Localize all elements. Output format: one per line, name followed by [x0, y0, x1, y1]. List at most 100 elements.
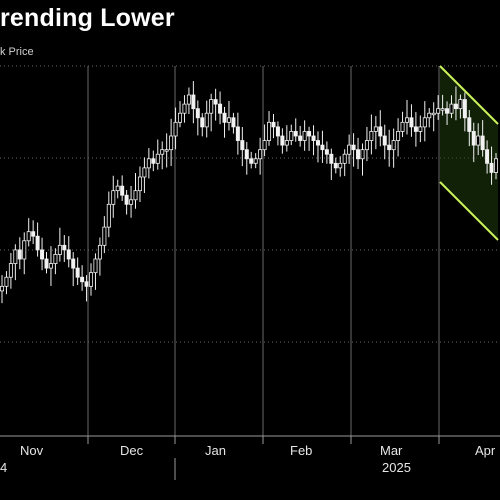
candle-body [476, 135, 481, 146]
candle [57, 227, 62, 262]
candle [151, 150, 156, 172]
candle [364, 126, 369, 162]
candle [351, 133, 356, 167]
candle-body [48, 263, 53, 269]
candle-body [84, 281, 89, 287]
candle [480, 120, 485, 157]
candle [453, 86, 458, 121]
candle [298, 125, 303, 147]
candle-body [186, 94, 191, 105]
candle-body [8, 263, 13, 278]
candle [311, 125, 316, 156]
candle [262, 124, 267, 157]
candle-body [462, 99, 467, 119]
candle-body [436, 108, 441, 114]
candle [62, 235, 67, 262]
candle-body [293, 131, 298, 137]
candle [213, 88, 218, 121]
candle [400, 111, 405, 138]
candle [315, 131, 320, 163]
candle [471, 122, 476, 163]
candle [485, 140, 490, 174]
candle [404, 99, 409, 135]
candle-body [213, 99, 218, 105]
candle-body [57, 244, 62, 255]
channel-fill [440, 66, 498, 240]
x-tick-label: Feb [290, 443, 312, 458]
candle [97, 237, 102, 276]
candle-body [146, 158, 151, 169]
candle-body [413, 126, 418, 132]
candle [0, 275, 4, 304]
candle [387, 129, 392, 167]
candle [48, 246, 53, 286]
grid-lines [0, 65, 500, 436]
candle [467, 110, 472, 147]
candle [178, 101, 183, 128]
candle [209, 93, 214, 132]
year-label: 4 [0, 460, 7, 475]
candle-body [307, 131, 312, 137]
candle [89, 263, 94, 296]
candle-body [387, 144, 392, 151]
candle-body [351, 144, 356, 151]
candle [31, 220, 36, 244]
candle [93, 253, 98, 290]
candle-body [404, 117, 409, 123]
candle [324, 141, 329, 164]
candle-body [235, 126, 240, 141]
candle [431, 102, 436, 132]
candle [146, 148, 151, 179]
candle-body [44, 258, 49, 269]
candle [137, 166, 142, 202]
candle [4, 271, 9, 295]
candle-body [489, 162, 494, 173]
year-label: 2025 [382, 460, 411, 475]
candle-body [373, 126, 378, 132]
candle-body [396, 131, 401, 141]
candle-body [93, 258, 98, 274]
candle [458, 94, 463, 119]
candle [169, 118, 174, 166]
candle-body [133, 190, 138, 201]
candle-body [289, 131, 294, 141]
candle-body [249, 158, 254, 164]
candle [462, 92, 467, 132]
candle [373, 116, 378, 150]
candle-body [13, 249, 18, 264]
candle-body [449, 103, 454, 114]
x-tick-label: Mar [380, 443, 403, 458]
candle-body [324, 149, 329, 155]
candle-body [222, 112, 227, 123]
candle-body [418, 126, 423, 132]
candle-body [342, 153, 347, 164]
candle-body [17, 249, 22, 260]
candle-body [62, 244, 67, 251]
candle [222, 106, 227, 138]
candle [191, 81, 196, 124]
candle [115, 179, 120, 199]
candle-body [26, 231, 31, 242]
candle-body [231, 117, 236, 128]
candle [360, 143, 365, 176]
candle-body [302, 131, 307, 141]
candle [66, 236, 71, 268]
candle-body [458, 99, 463, 110]
candle [356, 137, 361, 170]
candle [267, 111, 272, 146]
candle [489, 146, 494, 185]
candle [293, 118, 298, 142]
candle-body [111, 190, 116, 205]
candle [284, 125, 289, 152]
chart-title: rending Lower [0, 4, 175, 32]
candle [142, 157, 147, 194]
candle-body [275, 126, 280, 137]
candle [307, 126, 312, 151]
candle-body [226, 117, 231, 123]
candle-body [142, 167, 147, 178]
candle [289, 124, 294, 146]
candle [13, 244, 18, 281]
candle [235, 112, 240, 155]
candle [106, 191, 111, 238]
